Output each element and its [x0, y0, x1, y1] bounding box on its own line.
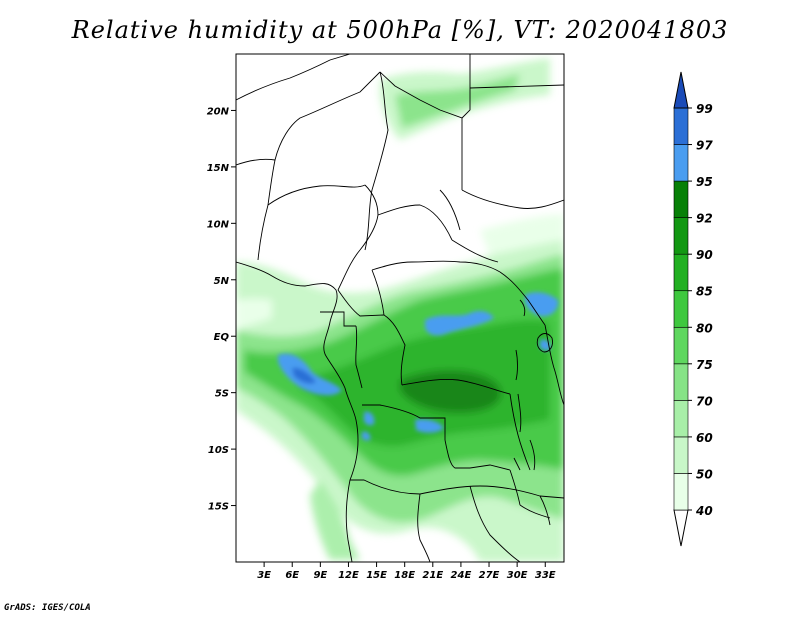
lon-tick-label: 30E: [507, 570, 528, 581]
lon-tick-label: 21E: [422, 570, 443, 581]
colorbar: 40 50 60 70 75 80 85 90 92 95 97 99: [673, 71, 713, 547]
lat-tick-label: 15N: [207, 163, 230, 174]
lon-tick-label: 3E: [257, 570, 271, 581]
colorbar-label: 75: [696, 358, 713, 372]
colorbar-segment: [673, 473, 689, 511]
longitude-axis: 3E 6E 9E 12E 15E 18E 21E 24E 27E 30E 33E: [257, 562, 556, 581]
colorbar-label: 50: [696, 467, 713, 481]
lon-tick-label: 9E: [313, 570, 327, 581]
humidity-field: [236, 58, 564, 562]
colorbar-label: 92: [696, 212, 713, 226]
colorbar-segment: [673, 326, 689, 365]
colorbar-lower-arrow: [673, 509, 689, 547]
lon-tick-label: 24E: [451, 570, 472, 581]
map-title: Relative humidity at 500hPa [%], VT: 202…: [71, 16, 729, 44]
colorbar-segment: [673, 400, 689, 438]
colorbar-label: 85: [696, 285, 713, 299]
latitude-axis: 20N 15N 10N 5N EQ 5S 10S 15S: [207, 106, 236, 513]
colorbar-label: 99: [696, 102, 713, 116]
lon-tick-label: 15E: [366, 570, 387, 581]
lon-tick-label: 12E: [338, 570, 359, 581]
colorbar-label: 70: [696, 394, 713, 408]
lon-tick-label: 27E: [479, 570, 500, 581]
colorbar-label: 95: [696, 175, 713, 189]
lat-tick-label: 5S: [215, 389, 229, 400]
colorbar-segment: [673, 180, 689, 218]
grads-credit: GrADS: IGES/COLA: [4, 603, 91, 613]
map-frame: [235, 53, 565, 563]
lat-tick-label: 10S: [208, 445, 229, 456]
lat-tick-label: 20N: [207, 106, 230, 117]
colorbar-upper-arrow: [673, 71, 689, 109]
colorbar-label: 40: [695, 504, 713, 518]
colorbar-segment: [673, 253, 689, 292]
lon-tick-label: 33E: [535, 570, 556, 581]
lat-tick-label: 15S: [208, 502, 229, 513]
colorbar-segment: [673, 436, 689, 474]
lon-tick-label: 6E: [285, 570, 299, 581]
lat-tick-label: 10N: [207, 219, 230, 230]
lat-tick-label: 5N: [214, 276, 230, 287]
colorbar-segment: [673, 363, 689, 401]
colorbar-label: 90: [696, 248, 713, 262]
colorbar-label: 60: [696, 431, 713, 445]
colorbar-label: 80: [696, 321, 713, 335]
colorbar-segment: [673, 217, 689, 255]
lat-tick-label: EQ: [214, 332, 230, 343]
colorbar-label: 97: [696, 139, 713, 153]
colorbar-segment: [673, 290, 689, 328]
colorbar-segment: [673, 144, 689, 182]
country-borders: [236, 54, 564, 562]
lon-tick-label: 18E: [394, 570, 415, 581]
colorbar-segment: [673, 107, 689, 145]
